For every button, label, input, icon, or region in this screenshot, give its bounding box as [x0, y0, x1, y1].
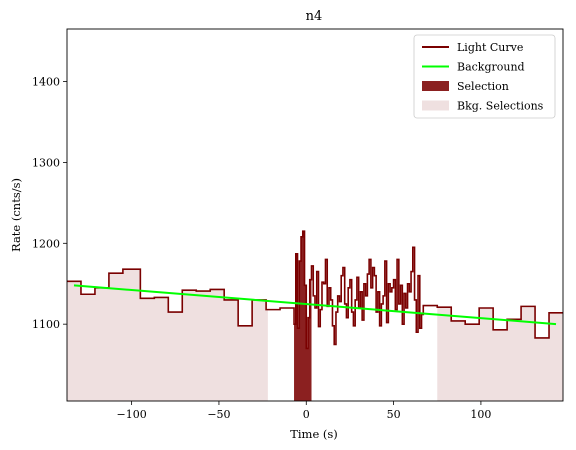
legend-swatch-patch — [422, 100, 449, 111]
light-curve-layer — [67, 230, 563, 350]
bkg-selection-region — [437, 306, 563, 401]
legend-label: Light Curve — [457, 41, 523, 54]
y-tick-label: 1200 — [32, 237, 60, 250]
selection-layer — [294, 231, 312, 401]
chart-title: n4 — [306, 9, 323, 24]
selection-region — [294, 231, 312, 401]
background-fit-line — [73, 284, 557, 326]
axes-layer: −100 −50 0 50 100 1100 1200 1300 1400 — [32, 28, 564, 421]
y-tick-label: 1400 — [32, 76, 60, 89]
legend-box — [413, 34, 556, 119]
light-curve-line — [67, 230, 563, 350]
x-axis-label: Time (s) — [290, 427, 338, 441]
y-tick-label: 1100 — [32, 318, 60, 331]
plot-frame — [66, 28, 564, 402]
y-tick-label: 1300 — [32, 156, 60, 169]
background-line-layer — [73, 284, 557, 326]
legend-label: Selection — [457, 80, 509, 93]
x-tick-label: 0 — [303, 408, 310, 421]
legend-swatch-patch — [422, 81, 449, 91]
y-axis-label: Rate (cnts/s) — [9, 178, 23, 252]
x-tick-label: −50 — [207, 408, 230, 421]
legend-label: Background — [457, 61, 525, 74]
x-tick-label: −100 — [117, 408, 147, 421]
bkg-selection-region — [67, 269, 268, 401]
x-tick-label: 100 — [470, 408, 491, 421]
legend-label: Bkg. Selections — [457, 100, 544, 113]
x-tick-label: 50 — [387, 408, 401, 421]
bkg-selection-layer — [67, 269, 563, 401]
legend: Light Curve Background Selection Bkg. Selec… — [413, 34, 556, 119]
